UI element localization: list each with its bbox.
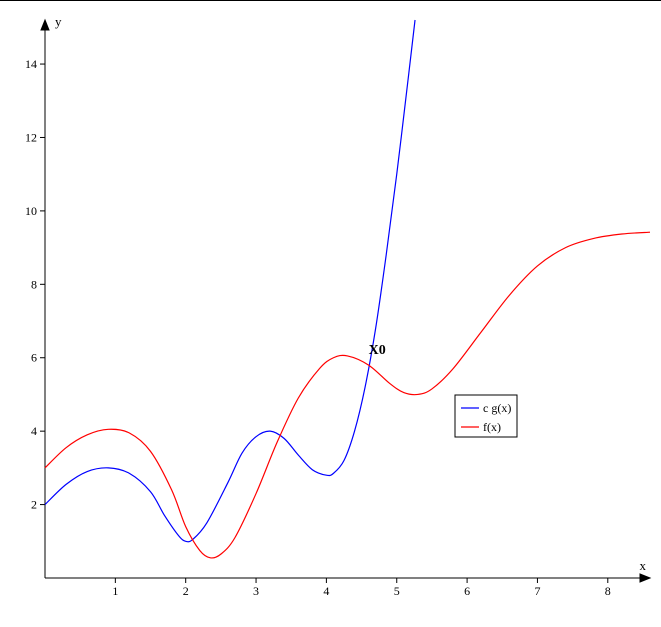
x-tick-label: 5 [394,584,400,598]
axes: 123456782468101214xy [25,14,650,598]
y-tick-label: 14 [25,57,37,71]
y-tick-label: 10 [25,204,37,218]
y-tick-label: 4 [31,424,37,438]
curve-c-g-x- [45,20,415,542]
curves-group [45,20,650,558]
y-tick-label: 12 [25,130,37,144]
y-axis-label: y [55,14,62,29]
x-tick-label: 6 [464,584,470,598]
x-tick-label: 7 [534,584,540,598]
legend-label: c g(x) [483,401,511,415]
y-tick-label: 8 [31,277,37,291]
y-tick-label: 2 [31,498,37,512]
x-tick-label: 8 [605,584,611,598]
legend-label: f(x) [483,420,501,434]
x-axis-label: x [640,558,647,573]
legend: c g(x) f(x) [455,395,517,437]
chart-container: 123456782468101214xyX0c g(x)f(x) [0,0,661,622]
annotation-x0: X0 [369,343,386,358]
y-tick-label: 6 [31,351,37,365]
curve-f-x- [45,232,650,558]
y-axis-arrow [41,20,49,30]
x-tick-label: 3 [253,584,259,598]
x-tick-label: 4 [323,584,329,598]
chart-svg: 123456782468101214xyX0c g(x)f(x) [0,0,661,622]
x-tick-label: 1 [112,584,118,598]
x-tick-label: 2 [183,584,189,598]
x-axis-arrow [640,574,650,582]
